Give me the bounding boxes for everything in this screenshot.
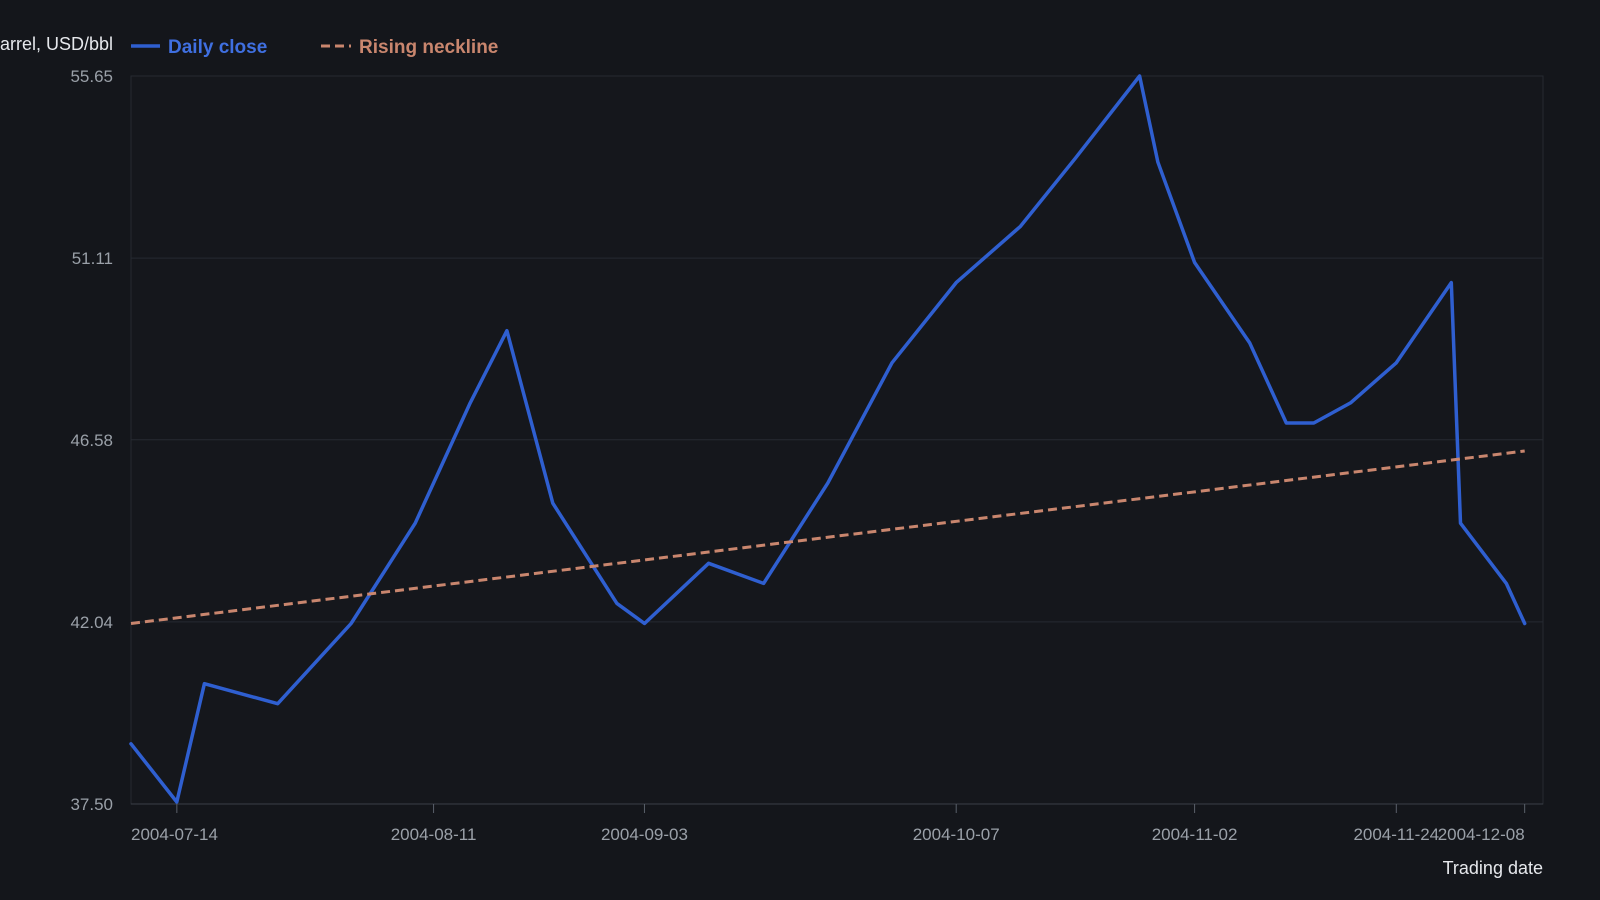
legend: Daily close Rising neckline [131, 37, 498, 58]
grid-lines [131, 257, 1543, 623]
x-tick-label: 2004-10-07 [913, 825, 1000, 844]
x-axis: 2004-07-14 2004-08-11 2004-09-03 2004-10-07… [131, 803, 1543, 844]
x-tick-label: 2004-07-14 [131, 825, 218, 844]
series-line-1 [130, 449, 1525, 625]
y-axis: 37.50 42.04 46.58 51.11 55.65 [70, 67, 113, 814]
x-tick-label: 2004-09-03 [601, 825, 688, 844]
y-tick-label: 46.58 [70, 431, 113, 450]
legend-label-daily-close: Daily close [168, 37, 267, 58]
y-tick-label: 42.04 [70, 613, 113, 632]
y-tick-label: 55.65 [70, 67, 113, 86]
x-axis-title: Trading date [1443, 858, 1543, 878]
x-tick-label: 2004-12-08 [1438, 825, 1525, 844]
y-tick-label: 51.11 [72, 249, 113, 268]
series-line-0 [129, 74, 1527, 804]
x-tick-label: 2004-11-02 [1152, 825, 1238, 844]
series-layer [129, 74, 1527, 804]
x-tick-label: 2004-08-11 [391, 825, 477, 844]
y-axis-title: Price per barrel, USD/bbl [0, 34, 113, 54]
legend-label-rising-neckline: Rising neckline [359, 37, 498, 58]
x-tick-label: 2004-11-24 [1353, 825, 1439, 844]
y-tick-label: 37.50 [70, 795, 113, 814]
